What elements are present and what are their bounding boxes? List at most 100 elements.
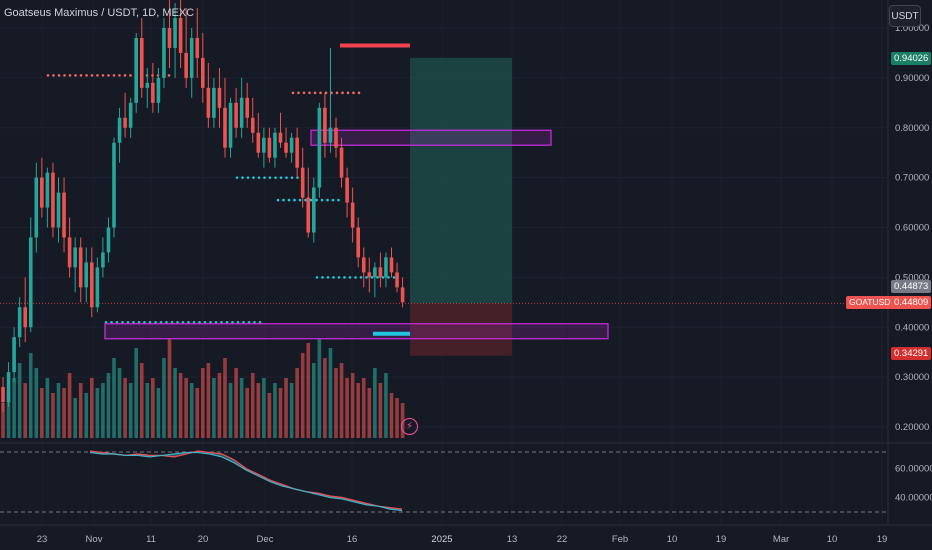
support-dot (381, 276, 385, 279)
volume-bar (34, 368, 39, 438)
candle-body (323, 107, 327, 143)
support-dot (343, 276, 346, 279)
volume-bar (323, 358, 327, 438)
support-dot (154, 320, 157, 324)
candle-body (90, 262, 94, 308)
support-dot (315, 276, 319, 279)
volume-bar (139, 363, 144, 438)
resistance-dot (46, 74, 50, 77)
resistance-dot (167, 74, 171, 77)
candle-body (312, 187, 316, 233)
volume-bar (101, 383, 105, 438)
loss-zone (410, 303, 512, 356)
support-dot (290, 176, 294, 179)
resistance-dot (63, 74, 66, 77)
time-tick-label: 19 (877, 534, 888, 545)
volume-bar (317, 338, 322, 438)
volume-bar (295, 368, 299, 438)
support-dot (143, 320, 146, 324)
price-tick-label: 0.50000 (895, 272, 929, 283)
resistance-dot (68, 74, 72, 77)
candle-body (278, 132, 283, 143)
volume-bar (28, 353, 33, 438)
candle-body (34, 177, 39, 238)
candle-body (339, 147, 344, 178)
volume-bar (262, 378, 266, 438)
candle-body (40, 177, 44, 208)
candle-body (156, 77, 161, 103)
resistance-dot (118, 74, 121, 77)
candle-body (167, 28, 172, 48)
time-tick-label: 23 (37, 534, 48, 545)
currency-unit-button[interactable]: USDT (889, 5, 921, 27)
resistance-dot (96, 74, 99, 77)
volume-bar (1, 403, 5, 438)
support-dot (247, 320, 251, 324)
support-dot (110, 320, 113, 324)
volume-bar (156, 388, 161, 438)
support-dot (282, 198, 285, 202)
candle-body (273, 132, 277, 158)
support-dot (348, 276, 352, 279)
volume-bar (162, 358, 166, 438)
support-dot (220, 320, 223, 324)
chart-title: Goatseus Maximus / USDT, 1D, MEXC (4, 7, 195, 19)
support-dot (181, 320, 185, 324)
volume-bar (17, 363, 22, 438)
candle-body (101, 252, 105, 268)
candle-body (73, 247, 77, 268)
candle-body (1, 387, 5, 403)
time-tick-label: 22 (557, 534, 568, 545)
symbol-tag: GOATUSDT (846, 296, 899, 309)
resistance-dot (129, 74, 132, 77)
support-dot (268, 176, 272, 179)
support-dot (326, 276, 330, 279)
support-dot (370, 276, 374, 279)
volume-bar (395, 398, 399, 438)
volume-bar (123, 378, 127, 438)
time-tick-label: 16 (347, 534, 358, 545)
volume-bar (12, 378, 16, 438)
candle-body (201, 57, 205, 88)
support-dot (126, 320, 130, 324)
time-tick-label: 13 (507, 534, 518, 545)
candle-body (189, 37, 194, 78)
volume-bar (73, 398, 77, 438)
candle-body (262, 137, 266, 153)
candle-body (317, 107, 322, 188)
support-dot (192, 320, 196, 324)
volume-bar (284, 378, 288, 438)
resistance-dot (79, 74, 83, 77)
oscillator-fast-line (89, 450, 403, 510)
candle-body (334, 127, 338, 148)
volume-bar (62, 388, 66, 438)
oscillator-slow-line (89, 451, 403, 512)
support-dot (176, 320, 179, 324)
volume-bar (373, 368, 377, 438)
resistance-dot (297, 91, 300, 95)
volume-bar (312, 363, 316, 438)
candle-body (400, 287, 405, 303)
volume-bar (134, 348, 138, 438)
volume-bar (267, 393, 272, 438)
candle-body (84, 262, 89, 288)
candle-body (250, 117, 255, 133)
candle-body (245, 97, 249, 118)
volume-bar (250, 373, 255, 438)
candle-body (128, 102, 133, 128)
candle-body (239, 97, 244, 128)
price-tick-label: 0.90000 (895, 73, 929, 84)
price-tick-label: 0.40000 (895, 322, 929, 333)
support-dot (165, 320, 168, 324)
resistance-dot (308, 91, 311, 95)
support-dot (246, 176, 250, 179)
candle-body (106, 227, 111, 253)
demand-zone (104, 323, 609, 340)
support-dot (170, 320, 174, 324)
alert-bolt-icon[interactable]: ⚡ (401, 418, 418, 435)
oscillator-tick-label: 40.00000 (895, 493, 932, 504)
support-dot (231, 320, 234, 324)
candle-body (112, 142, 116, 228)
support-dot (285, 176, 288, 179)
candle-body (173, 18, 177, 48)
